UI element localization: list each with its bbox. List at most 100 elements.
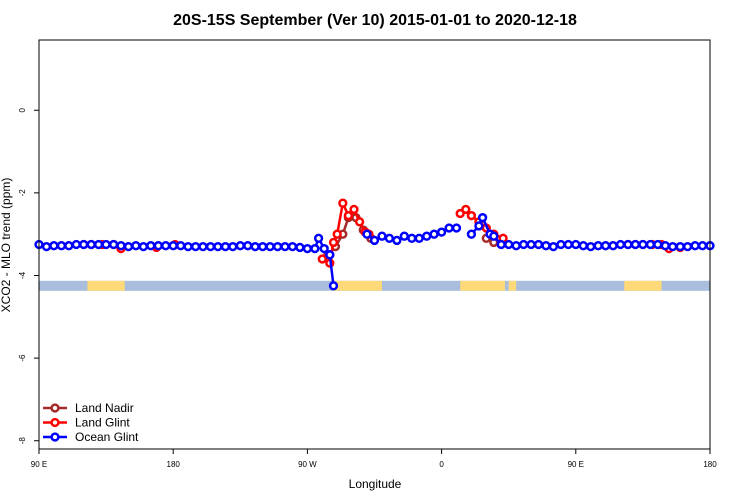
chart-title: 20S-15S September (Ver 10) 2015-01-01 to… [173,12,577,29]
data-point [392,235,402,246]
data-point [198,241,208,252]
data-point [71,239,81,250]
x-tick-label: 90 E [31,460,47,469]
data-point [325,250,335,260]
data-point [265,241,275,252]
legend-marker [50,432,60,442]
data-point [399,231,409,241]
land-segment [333,280,382,291]
data-point [593,241,603,251]
data-point [369,235,380,246]
data-point [518,239,529,250]
data-point [444,223,454,233]
data-point [116,241,126,251]
x-axis: 90 E 180 90 W 0 90 E 180 [31,449,717,469]
data-point [287,241,298,252]
data-point [477,212,488,223]
data-point [533,239,544,250]
land-segment [624,280,662,291]
data-point [272,241,283,252]
y-tick-label: -6 [18,354,27,362]
data-point [313,233,324,243]
y-tick-label: -4 [18,271,27,279]
legend-entry: Land Nadir [43,401,134,415]
data-point [343,210,354,221]
data-point [213,241,223,252]
data-point [645,239,656,250]
data-point [541,241,551,251]
data-point [138,241,149,252]
data-point [600,241,611,251]
data-point [101,239,111,250]
data-point [660,241,670,251]
x-tick-label: 90 W [298,460,317,469]
data-point [422,231,432,241]
data-point [354,217,365,227]
data-point [332,229,342,239]
data-point [653,239,663,250]
data-point [556,239,566,250]
data-point [571,239,581,250]
data-point [302,243,313,254]
data-point [183,241,193,252]
data-point [161,241,171,251]
legend-label: Ocean Glint [75,430,139,444]
data-point [49,241,59,251]
data-point [190,241,201,252]
data-point [638,239,648,250]
y-tick-label: -2 [18,189,27,197]
legend-label: Land Nadir [75,401,134,415]
data-point [317,254,327,264]
data-point [578,241,588,251]
data-point [466,229,477,239]
data-point [461,204,471,215]
data-point [176,241,186,251]
series-line [328,254,335,286]
x-tick-label: 0 [439,460,444,469]
data-point [220,241,231,252]
data-point [682,241,693,252]
data-point [338,198,348,208]
data-point [504,239,514,250]
x-axis-label: Longitude [349,477,402,491]
y-axis: 0 -2 -4 -6 -8 [18,107,39,444]
data-point [548,241,559,252]
data-point [526,239,536,250]
y-tick-label: -8 [18,437,27,445]
data-point [146,241,156,251]
data-point [310,243,320,254]
legend-marker [50,417,60,428]
data-point [64,241,74,251]
legend-entry: Land Glint [43,416,130,430]
data-point [414,233,424,243]
data-point [466,210,477,221]
legend-entry: Ocean Glint [43,430,139,444]
data-point [228,241,238,252]
data-point [586,241,596,252]
data-point [280,241,290,252]
data-point [675,241,685,252]
data-point [250,241,260,252]
data-point [623,239,633,250]
plot-frame [38,39,711,450]
data-point [377,231,387,241]
x-tick-label: 180 [167,460,181,469]
data-point [511,241,521,251]
data-point [407,233,417,243]
data-point [328,237,339,248]
y-tick-label: 0 [18,107,27,112]
land-segment [460,280,505,291]
series-layer [34,198,715,291]
data-point [86,239,96,250]
data-point [168,241,178,251]
data-point [362,229,372,239]
data-point [258,241,268,252]
data-point [697,241,708,251]
land-ocean-mask [39,280,710,291]
data-point [668,241,678,252]
land-segment [508,280,517,291]
data-point [123,241,134,252]
data-point [93,239,104,250]
